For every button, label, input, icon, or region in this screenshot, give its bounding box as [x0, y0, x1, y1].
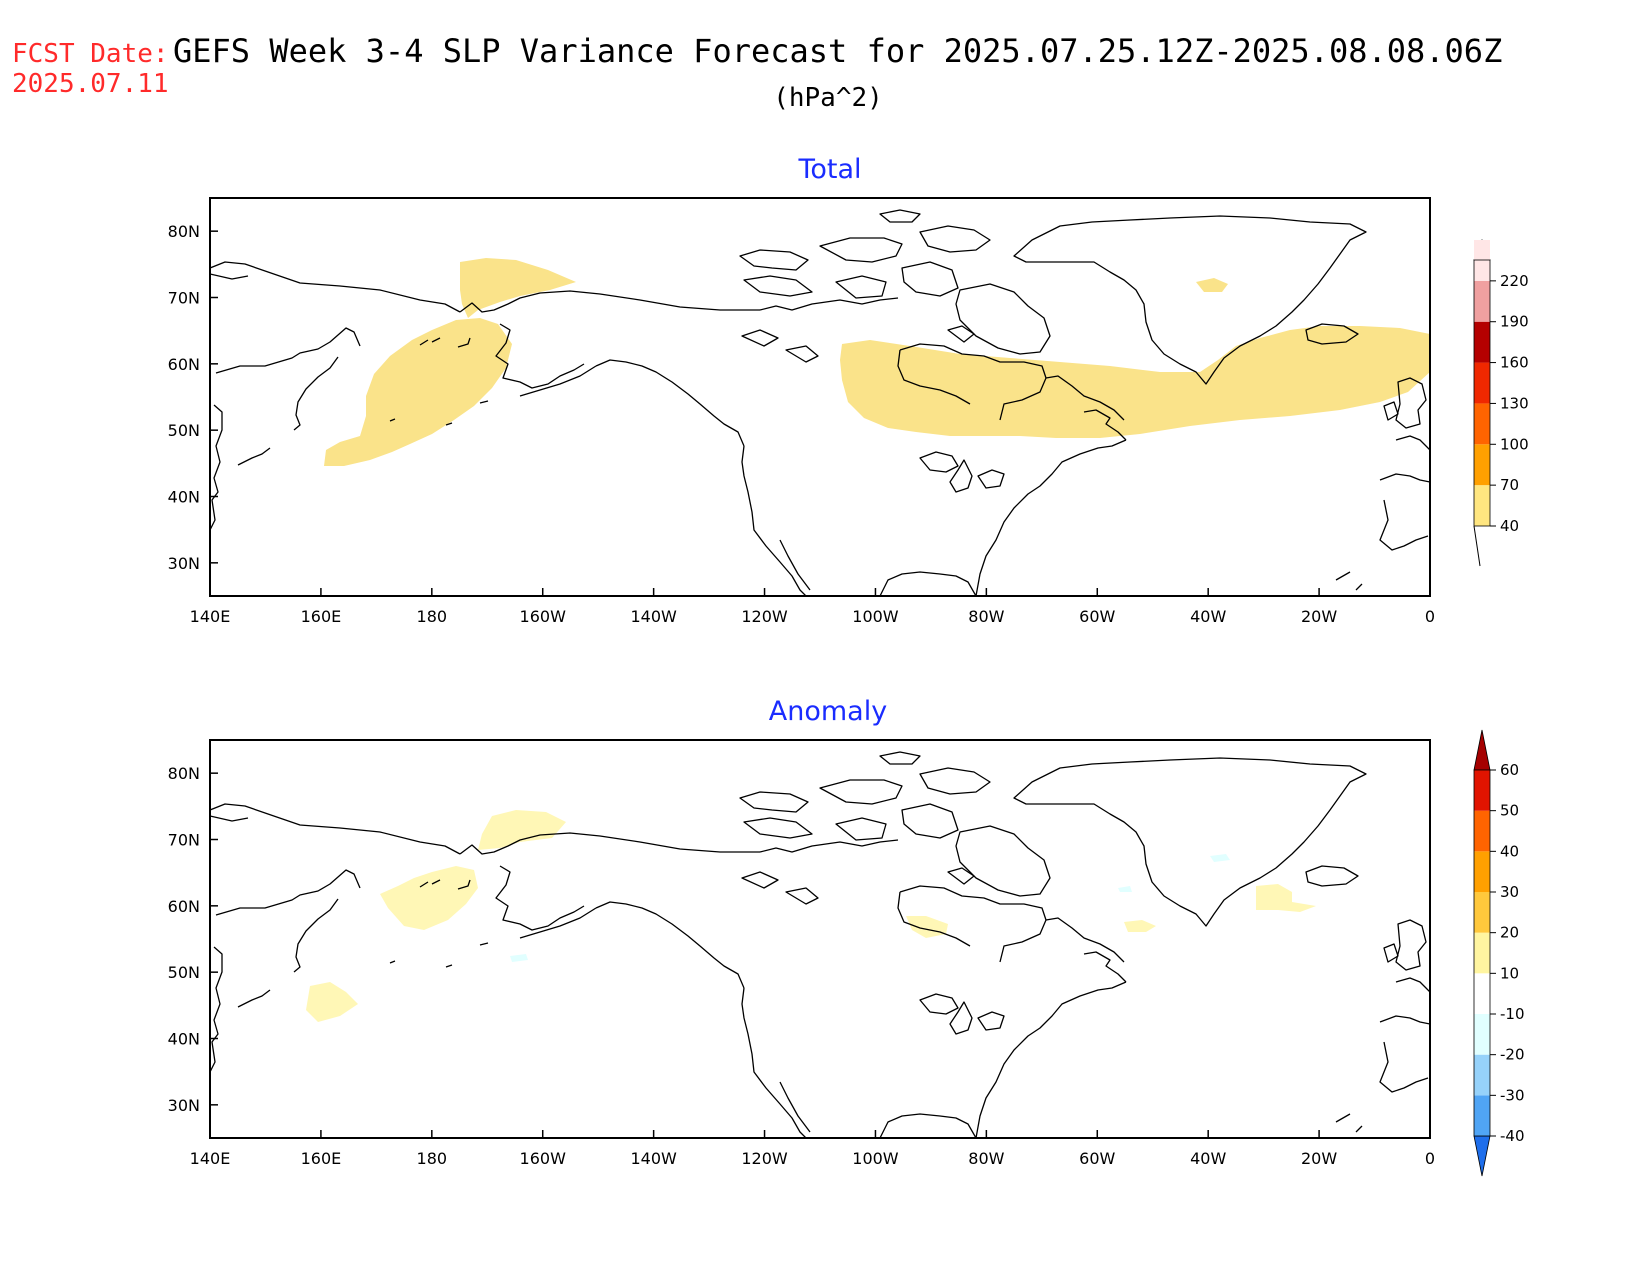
colorbar-total: 40 70 100 130 160 190 220 — [1473, 238, 1529, 567]
colorbar-label: 50 — [1500, 802, 1519, 820]
lon-tick-label: 180 — [417, 1149, 448, 1168]
colorbar-label: 220 — [1500, 272, 1529, 290]
lon-tick-label: 120W — [741, 1149, 788, 1168]
lat-tick-label: 30N — [168, 554, 200, 573]
panel-anomaly: Anomaly 140E 160E 180 160W 140W 120W 100W 80W 60… — [168, 696, 1525, 1177]
lon-tick-label: 60W — [1079, 1149, 1115, 1168]
colorbar-bin — [1474, 1095, 1490, 1136]
colorbar-bin — [1474, 280, 1490, 322]
fcst-label: FCST Date: — [12, 39, 169, 69]
colorbar-label: 60 — [1500, 761, 1519, 779]
colorbar-label: -10 — [1500, 1005, 1525, 1023]
lat-tick-label: 60N — [168, 355, 200, 374]
lon-tick-label: 120W — [741, 607, 788, 626]
colorbar-label: 10 — [1500, 964, 1519, 982]
lon-tick-label: 140E — [190, 607, 231, 626]
panel-title-anomaly: Anomaly — [769, 696, 887, 727]
lon-tick-label: 20W — [1301, 1149, 1337, 1168]
lon-tick-label: 140W — [630, 607, 677, 626]
map-frame-total — [209, 197, 1431, 597]
colorbar-label: 70 — [1500, 476, 1519, 494]
main-title: GEFS Week 3-4 SLP Variance Forecast for … — [173, 32, 1502, 70]
lat-tick-label: 40N — [168, 488, 200, 507]
colorbar-bin — [1474, 973, 1490, 1014]
colorbar-bin — [1474, 485, 1490, 526]
colorbar-bin — [1474, 932, 1490, 974]
colorbar-bin — [1474, 1054, 1490, 1096]
colorbar-anomaly: -40 -30 -20 -10 10 20 30 40 50 60 — [1473, 729, 1525, 1177]
lon-tick-label: 40W — [1190, 1149, 1226, 1168]
lon-tick-label: 160W — [520, 607, 567, 626]
colorbar-label: 160 — [1500, 354, 1529, 372]
colorbar-bin — [1474, 362, 1490, 404]
lat-tick-label: 30N — [168, 1096, 200, 1115]
lon-tick-label: 140W — [630, 1149, 677, 1168]
map-area-anomaly — [210, 740, 1430, 1138]
colorbar-bin — [1474, 321, 1490, 363]
lon-tick-label: 100W — [852, 1149, 899, 1168]
colorbar-bin — [1474, 240, 1490, 281]
lat-tick-label: 60N — [168, 897, 200, 916]
colorbar-label: 190 — [1500, 313, 1529, 331]
colorbar-label: 20 — [1500, 924, 1519, 942]
lat-tick-label: 80N — [168, 764, 200, 783]
fcst-date: 2025.07.11 — [12, 69, 169, 99]
colorbar-upper-arrow — [1473, 729, 1491, 771]
colorbar-bin — [1474, 810, 1490, 852]
lat-tick-label: 40N — [168, 1030, 200, 1049]
lon-tick-label: 180 — [417, 607, 448, 626]
colorbar-bin — [1474, 892, 1490, 933]
colorbar-bin — [1474, 403, 1490, 445]
colorbar-lower-arrow — [1473, 1135, 1491, 1177]
colorbar-label: -40 — [1500, 1127, 1525, 1145]
colorbar-bin — [1474, 1014, 1490, 1055]
anomaly-fill — [210, 751, 1430, 1138]
lon-tick-label: 60W — [1079, 607, 1115, 626]
panel-title-total: Total — [797, 154, 861, 185]
lat-tick-label: 50N — [168, 421, 200, 440]
colorbar-label: 130 — [1500, 394, 1529, 412]
variance-fill-total — [210, 209, 1430, 596]
units-label: (hPa^2) — [773, 83, 883, 113]
lat-tick-label: 80N — [168, 222, 200, 241]
colorbar-label: -20 — [1500, 1046, 1525, 1064]
colorbar-label: 40 — [1500, 842, 1519, 860]
lon-tick-label: 160W — [520, 1149, 567, 1168]
lon-tick-label: 100W — [852, 607, 899, 626]
lat-tick-label: 70N — [168, 831, 200, 850]
lat-tick-label: 50N — [168, 963, 200, 982]
lon-tick-label: 20W — [1301, 607, 1337, 626]
panel-total: Total 140E 160E 180 160W 140W 120W 100W 80W 60W 4… — [168, 154, 1529, 626]
colorbar-outline — [1473, 769, 1491, 1137]
lat-tick-label: 70N — [168, 289, 200, 308]
lon-tick-label: 40W — [1190, 607, 1226, 626]
colorbar-outline — [1473, 259, 1491, 527]
colorbar-bin — [1474, 770, 1490, 811]
axis-ticks-total: 140E 160E 180 160W 140W 120W 100W 80W 60W 40W 20W 0… — [168, 222, 1435, 626]
colorbar-bin — [1474, 444, 1490, 486]
colorbar-label: -30 — [1500, 1086, 1525, 1104]
colorbar-bin — [1474, 851, 1490, 892]
lon-tick-label: 80W — [968, 607, 1004, 626]
colorbar-label: 40 — [1500, 517, 1519, 535]
lon-tick-label: 160E — [301, 607, 342, 626]
colorbar-label: 100 — [1500, 435, 1529, 453]
lon-tick-label: 160E — [301, 1149, 342, 1168]
lon-tick-label: 0 — [1425, 1149, 1435, 1168]
colorbar-lower-arrow — [1473, 525, 1481, 567]
colorbar-label: 30 — [1500, 883, 1519, 901]
lon-tick-label: 0 — [1425, 607, 1435, 626]
lon-tick-label: 80W — [968, 1149, 1004, 1168]
lon-tick-label: 140E — [190, 1149, 231, 1168]
map-frame-anomaly — [209, 739, 1431, 1139]
axis-ticks-anomaly: 140E 160E 180 160W 140W 120W 100W 80W 60W 40W 20W 0… — [168, 764, 1435, 1168]
